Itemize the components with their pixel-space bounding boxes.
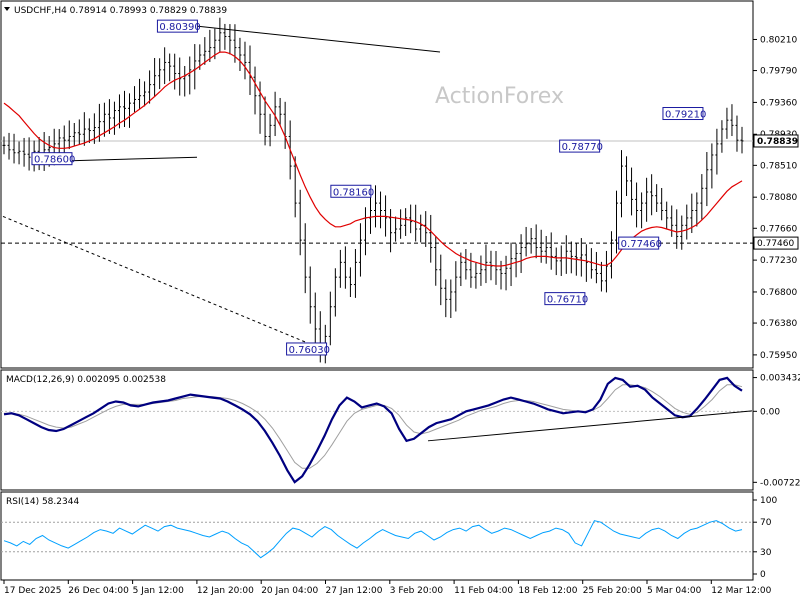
- macd-panel: MACD(12,26,9) 0.002095 0.002538 0.003432…: [0, 369, 800, 491]
- annotation-label: 0.76030: [289, 345, 330, 356]
- moving-average: [3, 51, 743, 267]
- macd-tick-label: -0.007223: [760, 478, 800, 488]
- time-tick-label: 25 Feb 20:00: [583, 586, 642, 596]
- support-level-label: 0.77460: [757, 239, 794, 249]
- annotation-label: 0.80390: [159, 22, 200, 33]
- price-tick-label: 0.77230: [760, 256, 797, 266]
- price-tick-label: 0.76380: [760, 319, 797, 329]
- level-annotation: 0.80390: [156, 19, 201, 33]
- support-level-box: [753, 236, 799, 250]
- annotation-box: [559, 139, 601, 153]
- level-annotation: 0.79210: [662, 107, 706, 121]
- macd-line: [3, 376, 743, 484]
- annotation-label: 0.79210: [665, 110, 706, 121]
- rsi-tick-label: 70: [760, 518, 772, 528]
- time-tick-label: 26 Dec 04:00: [68, 586, 129, 596]
- level-annotation: 0.78770: [559, 139, 603, 153]
- time-tick-label: 3 Feb 20:00: [390, 586, 444, 596]
- time-tick-label: 12 Jan 20:00: [197, 586, 254, 596]
- time-tick-label: 12 Mar 12:00: [711, 586, 771, 596]
- macd-tick-label: 0.003432: [760, 374, 800, 384]
- macd-axis: 0.003432 0.00 -0.007223: [753, 374, 800, 488]
- level-annotation: 0.76030: [286, 342, 330, 356]
- rsi-tick-label: 30: [760, 548, 772, 558]
- symbol-header: USDCHF,H4 0.78914 0.78993 0.78829 0.7883…: [14, 6, 227, 16]
- price-panel: ActionForex USDCHF,H4 0.78914 0.78993 0.…: [0, 0, 799, 369]
- price-tick-label: 0.77660: [760, 224, 797, 234]
- price-tick-label: 0.80210: [760, 35, 797, 45]
- annotation-box: [544, 292, 586, 306]
- macd-trendline: [427, 410, 753, 442]
- time-tick-label: 20 Jan 04:00: [261, 586, 318, 596]
- rsi-tick-label: 100: [760, 496, 777, 506]
- dropdown-icon[interactable]: [4, 7, 10, 11]
- current-price-box: [753, 134, 799, 148]
- current-price-label: 0.78839: [757, 137, 798, 147]
- rsi-axis: 100 70 30 0: [753, 496, 777, 580]
- time-tick-label: 5 Mar 04:00: [647, 586, 702, 596]
- annotation-box: [662, 107, 704, 121]
- level-annotation: 0.78160: [330, 184, 374, 198]
- annotation-label: 0.78160: [333, 187, 374, 198]
- price-tick-label: 0.79790: [760, 67, 797, 77]
- macd-title: MACD(12,26,9) 0.002095 0.002538: [6, 375, 166, 385]
- annotation-box: [330, 184, 372, 198]
- rsi-panel: RSI(14) 58.2344 100 70 30 0: [0, 491, 777, 581]
- level-annotation: 0.78600: [31, 152, 75, 166]
- time-axis: 17 Dec 2025 26 Dec 04:00 5 Jan 12:00 12 Jan…: [3, 580, 772, 596]
- annotation-label: 0.78600: [34, 155, 75, 166]
- time-tick-label: 17 Dec 2025: [4, 586, 62, 596]
- price-axis: 0.802100.797900.793600.789300.785100.780…: [753, 35, 799, 361]
- price-tick-label: 0.78080: [760, 193, 797, 203]
- price-tick-label: 0.76800: [760, 288, 797, 298]
- ma-line: [3, 51, 743, 267]
- annotation-box: [31, 152, 73, 166]
- time-tick-label: 5 Jan 12:00: [133, 586, 185, 596]
- annotation-label: 0.76710: [547, 295, 588, 306]
- annotation-label: 0.77460: [621, 239, 662, 250]
- level-annotation: 0.76710: [544, 292, 588, 306]
- time-tick-label: 11 Feb 04:00: [454, 586, 513, 596]
- time-tick-label: 18 Feb 12:00: [518, 586, 577, 596]
- rsi-tick-label: 0: [760, 570, 766, 580]
- level-annotation: 0.77460: [618, 236, 662, 250]
- watermark: ActionForex: [435, 84, 564, 109]
- resistance-trendline: [189, 24, 441, 53]
- annotation-box: [286, 342, 328, 356]
- price-tick-label: 0.78510: [760, 161, 797, 171]
- annotation-label: 0.78770: [562, 142, 603, 153]
- rsi-line: [3, 520, 743, 559]
- rsi-title: RSI(14) 58.2344: [6, 497, 79, 507]
- price-tick-label: 0.75950: [760, 351, 797, 361]
- time-tick-label: 27 Jan 12:00: [326, 586, 383, 596]
- annotation-box: [156, 19, 198, 33]
- macd-tick-label: 0.00: [760, 407, 780, 417]
- annotation-box: [618, 236, 660, 250]
- price-tick-label: 0.79360: [760, 98, 797, 108]
- level-annotations: 0.80390 0.78600 0.78160 0.76030 0.76710 0.787…: [31, 19, 706, 356]
